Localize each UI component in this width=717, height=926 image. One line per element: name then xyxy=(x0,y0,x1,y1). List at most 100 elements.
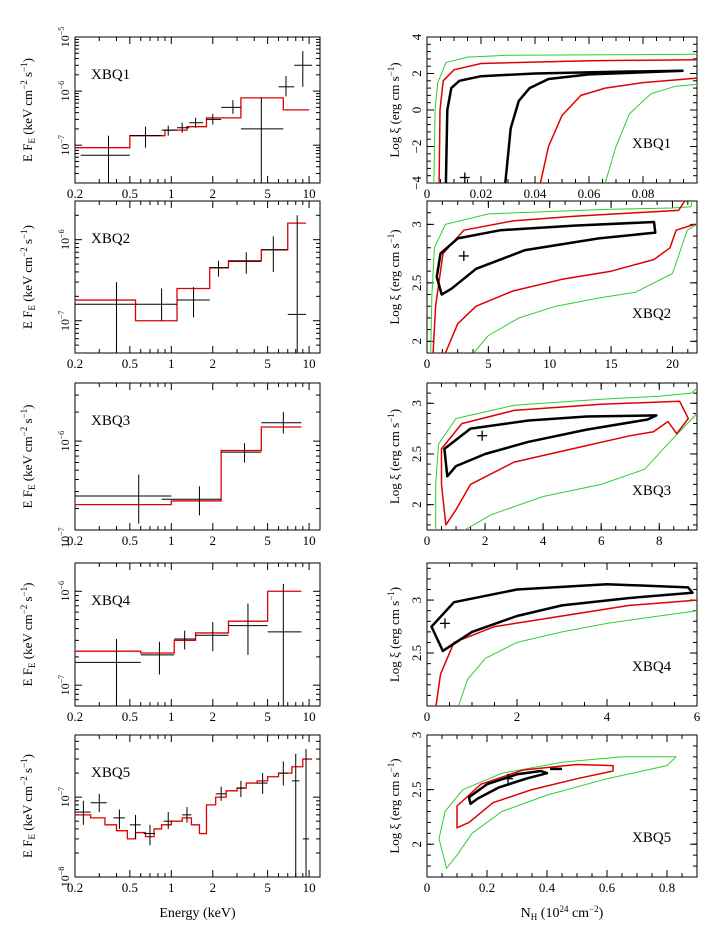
x-tick-label: 5 xyxy=(264,880,271,895)
contour-panel-xbq3: 0 2 4 6 8 2 2.5 3 Log ξ (erg cm s−1) XBQ3 xyxy=(386,382,698,548)
spectrum-panel-xbq2: 0.2 0.5 1 2 5 10 10−7 10−6 E FE (keV cm−2 s−1) XB… xyxy=(19,200,321,371)
data-point xyxy=(228,603,268,655)
contour-90 xyxy=(432,201,686,353)
data-point xyxy=(278,761,288,786)
energy-axis-title: Energy (keV) xyxy=(159,906,236,921)
y-tick-label: 2.5 xyxy=(409,275,424,291)
data-point xyxy=(240,97,284,183)
model-step-line xyxy=(75,426,302,506)
y-tick-label: 3 xyxy=(409,221,424,228)
x-tick-label: 0.5 xyxy=(122,709,138,724)
contour-panel-xbq5: 0 0.2 0.4 0.6 0.8 2 2.5 3 Log ξ (erg cm s−1) XBQ5 xyxy=(386,732,698,895)
x-tick-label: 0.2 xyxy=(67,709,83,724)
contour-99 xyxy=(458,610,697,706)
y-axis-label: Log ξ (erg cm s−1) xyxy=(386,587,402,682)
contour-90 xyxy=(440,400,690,526)
contour-panel-xbq4: 0 2 4 6 2.5 3 Log ξ (erg cm s−1) XBQ4 xyxy=(386,562,701,724)
y-axis-label: Log ξ (erg cm s−1) xyxy=(386,409,402,504)
x-tick-label: 0 xyxy=(424,533,431,548)
contour-68 xyxy=(467,769,549,806)
contour-68 xyxy=(435,220,657,296)
best-fit-marker xyxy=(459,172,470,183)
data-point xyxy=(189,117,204,128)
model-step-line xyxy=(75,758,313,840)
y-tick-label: 10−6 xyxy=(57,81,72,102)
contour-99 xyxy=(435,387,697,530)
data-point xyxy=(261,236,288,272)
data-point xyxy=(140,641,175,675)
y-tick-label: 2 xyxy=(409,841,424,848)
data-point xyxy=(267,583,302,706)
x-tick-label: 0 xyxy=(424,880,431,895)
y-axis-label: E FE (keV cm−2 s−1) xyxy=(19,405,37,509)
y-tick-label: 10−7 xyxy=(57,527,72,548)
y-tick-label: 3 xyxy=(409,597,424,604)
y-axis-label: E FE (keV cm−2 s−1) xyxy=(19,225,37,329)
plot-frame xyxy=(74,36,321,184)
x-tick-label: 10 xyxy=(303,880,316,895)
contour-90 xyxy=(539,77,697,183)
data-point xyxy=(163,812,173,829)
data-point xyxy=(237,780,245,798)
data-point xyxy=(278,76,295,97)
data-point xyxy=(75,474,172,524)
data-point xyxy=(302,749,310,877)
x-tick-label: 0 xyxy=(424,709,431,724)
x-tick-label: 4 xyxy=(540,533,547,548)
x-tick-label: 1 xyxy=(168,356,175,371)
x-tick-label: 2 xyxy=(210,533,217,548)
x-tick-label: 5 xyxy=(485,356,492,371)
plot-frame xyxy=(426,382,698,531)
panel-label: XBQ2 xyxy=(632,306,671,322)
x-tick-label: 2 xyxy=(210,186,217,201)
panel-label: XBQ3 xyxy=(91,413,130,429)
y-tick-label: 2 xyxy=(409,338,424,345)
data-point xyxy=(113,809,125,829)
x-tick-label: 0.2 xyxy=(67,533,83,548)
x-tick-label: 5 xyxy=(264,709,271,724)
data-point xyxy=(182,807,192,823)
spectrum-panel-xbq3: 0.2 0.5 1 2 5 10 10−7 10−6 E FE (keV cm−2 s−1) XB… xyxy=(19,382,321,548)
y-tick-label: 2 xyxy=(409,501,424,508)
spectrum-panel-xbq4: 0.2 0.5 1 2 5 10 10−7 10−6 E FE (keV cm−2 s−1) XB… xyxy=(19,562,321,724)
y-tick-label: 10−6 xyxy=(57,229,72,250)
x-tick-label: 2 xyxy=(482,533,489,548)
x-tick-label: 1 xyxy=(168,880,175,895)
x-tick-label: 10 xyxy=(543,356,556,371)
x-tick-label: 0.5 xyxy=(122,533,138,548)
nh-axis-title: NH (1024 cm−2) xyxy=(521,904,604,922)
x-tick-label: 2 xyxy=(210,356,217,371)
x-tick-label: 5 xyxy=(264,356,271,371)
x-tick-label: 0.2 xyxy=(67,186,83,201)
y-axis-label: E FE (keV cm−2 s−1) xyxy=(19,754,37,858)
y-axis-label: Log ξ (erg cm s−1) xyxy=(386,62,402,157)
best-fit-marker xyxy=(503,773,513,784)
x-tick-label: 0.02 xyxy=(470,186,493,201)
x-tick-label: 10 xyxy=(303,356,316,371)
contours xyxy=(430,582,697,706)
panel-label: XBQ4 xyxy=(632,659,672,675)
x-tick-label: 0.2 xyxy=(67,880,83,895)
data-point xyxy=(195,622,229,652)
y-tick-label: 10−5 xyxy=(57,27,72,48)
plot-frame xyxy=(74,200,321,354)
panel-label: XBQ5 xyxy=(632,830,671,846)
y-axis-label: Log ξ (erg cm s−1) xyxy=(386,229,402,324)
contours xyxy=(433,53,697,183)
contour-90 xyxy=(444,223,695,353)
panel-label: XBQ1 xyxy=(91,67,130,83)
data-point xyxy=(135,288,178,321)
panel-label: XBQ3 xyxy=(632,483,671,499)
data-point xyxy=(177,287,210,318)
data-point xyxy=(161,125,178,136)
y-tick-label: 10−6 xyxy=(57,581,72,602)
x-tick-label: 0.6 xyxy=(599,880,616,895)
data-point xyxy=(129,814,141,839)
x-tick-label: 1 xyxy=(168,709,175,724)
x-tick-label: 10 xyxy=(303,533,316,548)
data-point xyxy=(215,786,227,801)
x-tick-label: 0.4 xyxy=(539,880,556,895)
x-tick-label: 6 xyxy=(598,533,605,548)
contour-99 xyxy=(430,201,693,353)
